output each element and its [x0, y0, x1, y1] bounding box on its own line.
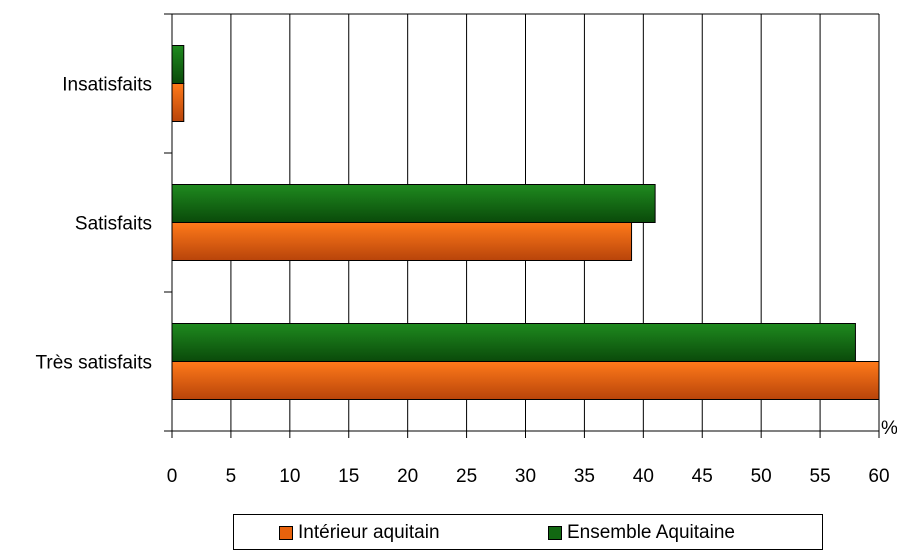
x-tick-label: 40 [633, 466, 654, 487]
x-tick-label: 15 [338, 466, 359, 487]
legend-item-ensemble: Ensemble Aquitaine [548, 522, 735, 544]
bar-interieur [171, 361, 880, 400]
legend-item-interieur: Intérieur aquitain [279, 522, 440, 544]
bar-interieur [171, 83, 185, 122]
x-tick-label: 0 [167, 466, 178, 487]
x-axis-unit: % [881, 418, 897, 439]
x-tick-label: 20 [397, 466, 418, 487]
x-tick-label: 10 [279, 466, 300, 487]
x-tick-label: 55 [810, 466, 831, 487]
category-label: Très satisfaits [36, 353, 153, 374]
x-tick-label: 25 [456, 466, 477, 487]
legend-swatch-interieur [279, 526, 293, 540]
x-tick-label: 30 [515, 466, 536, 487]
legend-label-ensemble: Ensemble Aquitaine [567, 522, 735, 543]
legend: Intérieur aquitain Ensemble Aquitaine [233, 514, 823, 550]
bar-ensemble [171, 184, 656, 223]
bar-ensemble [171, 45, 185, 84]
legend-label-interieur: Intérieur aquitain [298, 522, 440, 543]
x-tick-label: 60 [868, 466, 889, 487]
x-tick-label: 5 [226, 466, 237, 487]
x-tick-label: 35 [574, 466, 595, 487]
bar-ensemble [171, 323, 856, 362]
category-label: Satisfaits [75, 214, 152, 235]
x-tick-label: 50 [751, 466, 772, 487]
bar-interieur [171, 222, 633, 261]
category-label: Insatisfaits [62, 75, 152, 96]
legend-swatch-ensemble [548, 526, 562, 540]
x-tick-label: 45 [692, 466, 713, 487]
